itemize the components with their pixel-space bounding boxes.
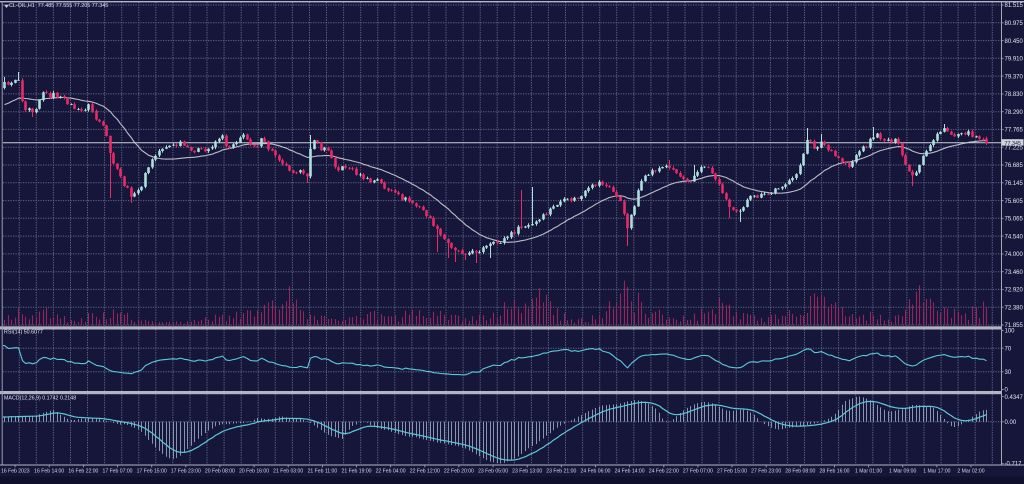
svg-text:MACD(12,26,9) 0.1742 0.2148: MACD(12,26,9) 0.1742 0.2148 [4, 396, 76, 402]
svg-text:0.00: 0.00 [1005, 420, 1017, 426]
svg-text:76.685: 76.685 [1005, 163, 1024, 169]
svg-text:21 Feb 19:00: 21 Feb 19:00 [341, 469, 371, 475]
svg-text:27 Feb 23:00: 27 Feb 23:00 [751, 469, 781, 475]
svg-text:20 Feb 08:00: 20 Feb 08:00 [205, 469, 235, 475]
svg-text:27 Feb 15:00: 27 Feb 15:00 [717, 469, 747, 475]
svg-text:0: 0 [1005, 388, 1009, 394]
svg-text:30: 30 [1005, 370, 1012, 376]
svg-text:1 Mar 01:00: 1 Mar 01:00 [855, 469, 882, 475]
svg-text:74.000: 74.000 [1005, 252, 1024, 258]
svg-text:71.855: 71.855 [1005, 323, 1024, 329]
svg-text:79.910: 79.910 [1005, 57, 1024, 63]
svg-text:78.830: 78.830 [1005, 92, 1024, 98]
svg-text:72.920: 72.920 [1005, 288, 1024, 294]
svg-text:16 Feb 2023: 16 Feb 2023 [1, 469, 30, 475]
svg-text:75.065: 75.065 [1005, 217, 1024, 223]
svg-text:21 Feb 11:00: 21 Feb 11:00 [308, 469, 338, 475]
svg-text:78.290: 78.290 [1005, 110, 1024, 116]
svg-text:23 Feb 13:00: 23 Feb 13:00 [512, 469, 542, 475]
svg-text:79.370: 79.370 [1005, 74, 1024, 80]
svg-text:28 Feb 08:00: 28 Feb 08:00 [785, 469, 815, 475]
svg-text:16 Feb 22:00: 16 Feb 22:00 [68, 469, 98, 475]
svg-text:22 Feb 12:00: 22 Feb 12:00 [410, 469, 440, 475]
svg-text:24 Feb 06:00: 24 Feb 06:00 [580, 469, 610, 475]
svg-text:22 Feb 04:00: 22 Feb 04:00 [376, 469, 406, 475]
svg-text:74.540: 74.540 [1005, 234, 1024, 240]
svg-text:28 Feb 16:00: 28 Feb 16:00 [819, 469, 849, 475]
svg-text:RSI(14) 50.6077: RSI(14) 50.6077 [4, 330, 43, 336]
svg-text:21 Feb 03:00: 21 Feb 03:00 [273, 469, 303, 475]
svg-text:17 Feb 23:00: 17 Feb 23:00 [171, 469, 201, 475]
svg-text:17 Feb 15:00: 17 Feb 15:00 [137, 469, 167, 475]
svg-text:24 Feb 22:00: 24 Feb 22:00 [649, 469, 679, 475]
svg-text:20 Feb 16:00: 20 Feb 16:00 [239, 469, 269, 475]
svg-text:100: 100 [1005, 329, 1016, 335]
svg-text:73.460: 73.460 [1005, 270, 1024, 276]
svg-text:77.345: 77.345 [1005, 141, 1022, 147]
svg-text:23 Feb 05:00: 23 Feb 05:00 [478, 469, 508, 475]
svg-text:77.225: 77.225 [1005, 145, 1024, 151]
svg-text:23 Feb 21:00: 23 Feb 21:00 [546, 469, 576, 475]
svg-text:1 Mar 09:00: 1 Mar 09:00 [889, 469, 916, 475]
svg-text:27 Feb 07:00: 27 Feb 07:00 [683, 469, 713, 475]
svg-text:77.765: 77.765 [1005, 128, 1024, 134]
svg-text:16 Feb 14:00: 16 Feb 14:00 [34, 469, 64, 475]
svg-text:0.4347: 0.4347 [1005, 395, 1024, 401]
svg-text:22 Feb 20:00: 22 Feb 20:00 [444, 469, 474, 475]
svg-text:-0.717: -0.717 [1005, 462, 1023, 468]
svg-text:81.515: 81.515 [1005, 3, 1024, 9]
svg-text:1 Mar 17:00: 1 Mar 17:00 [923, 469, 950, 475]
svg-text:2 Mar 02:00: 2 Mar 02:00 [957, 469, 984, 475]
svg-text:80.975: 80.975 [1005, 21, 1024, 27]
svg-text:24 Feb 14:00: 24 Feb 14:00 [615, 469, 645, 475]
svg-text:75.605: 75.605 [1005, 199, 1024, 205]
svg-text:80.450: 80.450 [1005, 39, 1024, 45]
svg-text:70: 70 [1005, 346, 1012, 352]
svg-text:CL-OIL,H1 77.485 77.555 77.20: CL-OIL,H1 77.485 77.555 77.205 77.345 [9, 3, 108, 9]
svg-text:76.145: 76.145 [1005, 181, 1024, 187]
svg-text:17 Feb 07:00: 17 Feb 07:00 [102, 469, 132, 475]
svg-text:72.380: 72.380 [1005, 305, 1024, 311]
